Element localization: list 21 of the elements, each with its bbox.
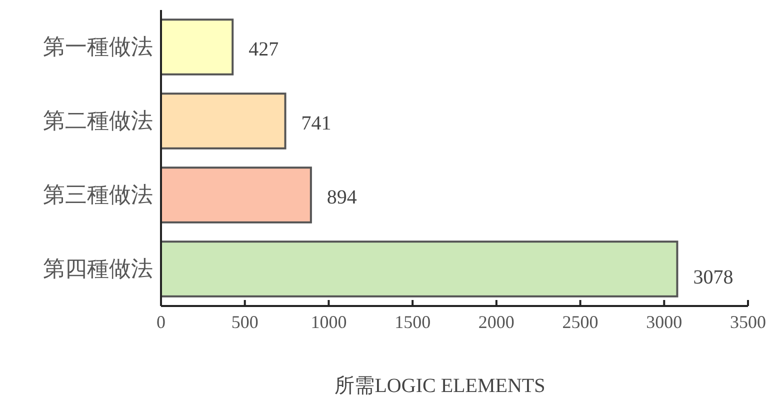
- data-label: 3078: [693, 266, 734, 289]
- data-label: 894: [326, 186, 357, 209]
- bar: [160, 92, 286, 150]
- x-tick-label: 2500: [562, 312, 598, 332]
- x-tick-label: 3500: [730, 312, 766, 332]
- x-tick-label: 0: [156, 312, 166, 332]
- y-tick-label: 第三種做法: [43, 182, 153, 207]
- bar: [160, 166, 312, 224]
- x-tick-label: 1000: [310, 312, 347, 332]
- bar: [160, 18, 234, 76]
- x-tick-label: 1500: [394, 312, 431, 332]
- bar: [160, 240, 678, 298]
- data-label: 427: [248, 38, 279, 61]
- x-tick-label: 500: [231, 312, 258, 332]
- y-tick-label: 第一種做法: [43, 34, 153, 59]
- y-tick-label: 第四種做法: [43, 256, 153, 281]
- x-axis-title: 所需LOGIC ELEMENTS: [334, 375, 546, 397]
- x-tick-label: 2000: [478, 312, 514, 332]
- data-label: 741: [301, 112, 332, 135]
- y-tick-label: 第二種做法: [43, 108, 153, 133]
- x-tick-label: 3000: [646, 312, 682, 332]
